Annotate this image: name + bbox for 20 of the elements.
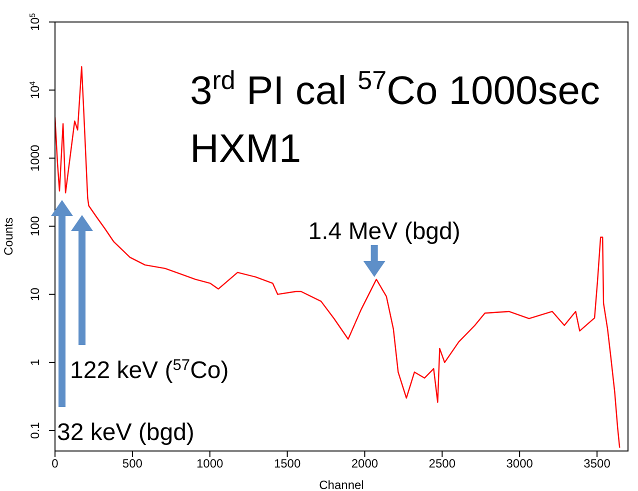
x-tick-label: 2500 bbox=[428, 456, 456, 471]
x-tick-label: 3500 bbox=[584, 456, 611, 471]
y-tick-label: 100 bbox=[28, 216, 42, 236]
y-tick-label: 0.1 bbox=[28, 422, 42, 439]
x-tick-label: 500 bbox=[122, 456, 143, 471]
x-tick-label: 2000 bbox=[351, 456, 378, 471]
y-tick-label: 10 bbox=[28, 287, 42, 302]
y-tick-label: 1 bbox=[28, 358, 42, 366]
y-axis-title: Counts bbox=[1, 217, 16, 256]
x-tick-label: 1500 bbox=[274, 456, 301, 471]
x-tick-label: 1000 bbox=[196, 456, 224, 471]
x-axis-title: Channel bbox=[319, 478, 364, 491]
x-tick-label: 3000 bbox=[506, 456, 534, 471]
annotation: 1.4 MeV (bgd) bbox=[308, 218, 460, 245]
y-tick-label: 1000 bbox=[28, 144, 42, 172]
chart-title: 3$^{rd}$ PI cal $^{57}$Co 1000sec HXM1 bbox=[190, 65, 600, 171]
x-tick-label: 0 bbox=[52, 456, 59, 471]
annotation: 32 keV (bgd) bbox=[57, 419, 194, 446]
line-series bbox=[55, 66, 620, 448]
annotation: 122 keV ($^{57}$Co) bbox=[70, 356, 229, 384]
